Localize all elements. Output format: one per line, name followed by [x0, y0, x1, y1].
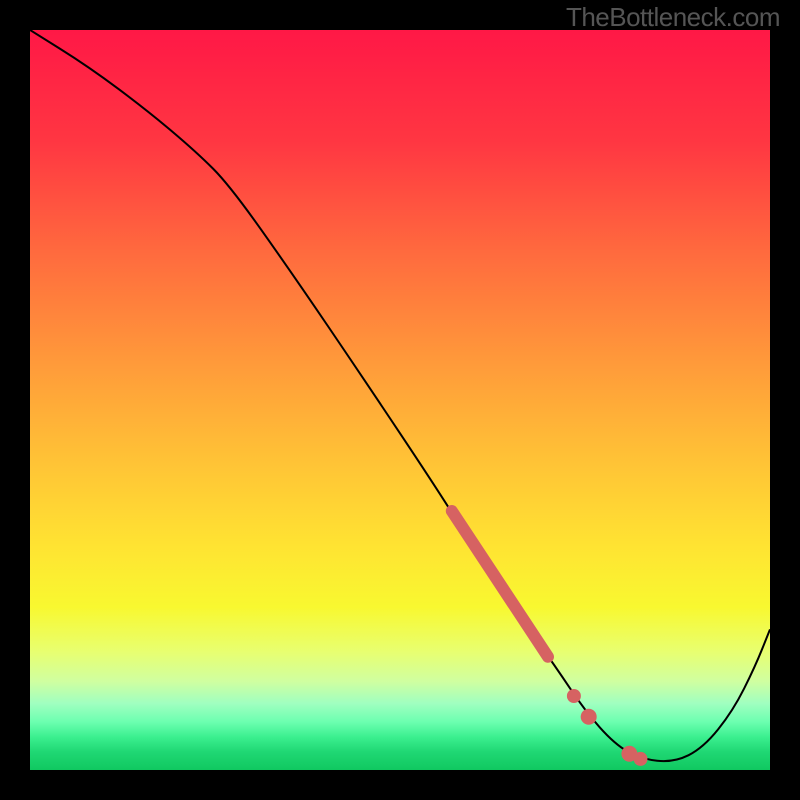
watermark-text: TheBottleneck.com [566, 2, 780, 33]
highlight-dot [567, 689, 581, 703]
chart-overlay [30, 30, 770, 770]
bottleneck-curve [30, 30, 770, 761]
highlight-dot [581, 709, 597, 725]
highlight-segment [452, 511, 548, 657]
chart-container [30, 30, 770, 770]
highlight-dot [634, 752, 648, 766]
highlight-dots [567, 689, 648, 766]
